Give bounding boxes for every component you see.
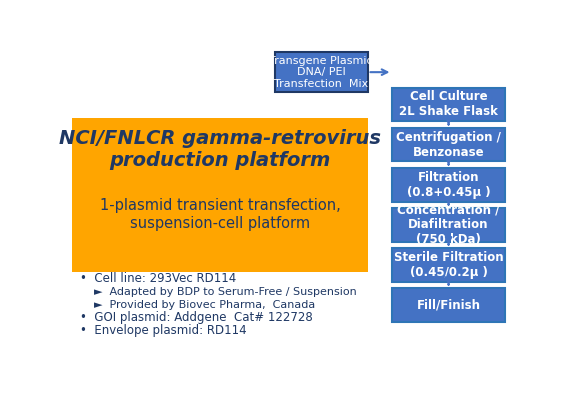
Text: Sterile Filtration
(0.45/0.2μ ): Sterile Filtration (0.45/0.2μ ) bbox=[394, 251, 503, 279]
Text: •  GOI plasmid: Addgene  Cat# 122728: • GOI plasmid: Addgene Cat# 122728 bbox=[80, 311, 313, 324]
Bar bbox=[72, 118, 368, 272]
Text: 1-plasmid transient transfection,
suspension-cell platform: 1-plasmid transient transfection, suspen… bbox=[100, 198, 341, 231]
FancyBboxPatch shape bbox=[392, 168, 505, 202]
Text: NCI/FNLCR gamma-retrovirus
production platform: NCI/FNLCR gamma-retrovirus production pl… bbox=[59, 129, 381, 170]
FancyBboxPatch shape bbox=[392, 128, 505, 162]
FancyBboxPatch shape bbox=[392, 248, 505, 282]
Text: •  Cell line: 293Vec RD114: • Cell line: 293Vec RD114 bbox=[80, 272, 236, 285]
Text: ►  Adapted by BDP to Serum-Free / Suspension: ► Adapted by BDP to Serum-Free / Suspens… bbox=[94, 287, 357, 297]
Text: Cell Culture
2L Shake Flask: Cell Culture 2L Shake Flask bbox=[399, 91, 498, 118]
Text: •  Envelope plasmid: RD114: • Envelope plasmid: RD114 bbox=[80, 324, 247, 337]
Text: ►  Provided by Biovec Pharma,  Canada: ► Provided by Biovec Pharma, Canada bbox=[94, 300, 315, 310]
FancyBboxPatch shape bbox=[392, 88, 505, 122]
Text: Fill/Finish: Fill/Finish bbox=[417, 298, 481, 311]
FancyBboxPatch shape bbox=[275, 52, 367, 92]
Text: Concentration /
Diafiltration
(750 kDa): Concentration / Diafiltration (750 kDa) bbox=[397, 203, 500, 246]
FancyBboxPatch shape bbox=[392, 288, 505, 322]
Text: Centrifugation /
Benzonase: Centrifugation / Benzonase bbox=[396, 131, 501, 158]
Text: Filtration
(0.8+0.45μ ): Filtration (0.8+0.45μ ) bbox=[407, 171, 490, 198]
FancyBboxPatch shape bbox=[392, 208, 505, 242]
Text: Transgene Plasmid
DNA/ PEI
Transfection  Mix: Transgene Plasmid DNA/ PEI Transfection … bbox=[269, 55, 374, 89]
